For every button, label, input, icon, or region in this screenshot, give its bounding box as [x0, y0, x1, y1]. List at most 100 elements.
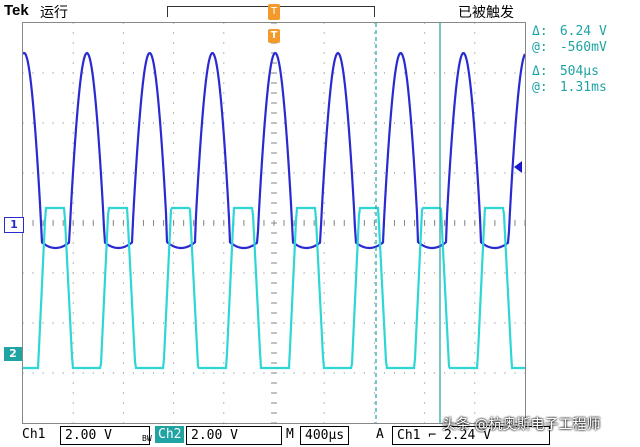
grid-dot: [62, 372, 64, 374]
timebase-value[interactable]: 400µs: [300, 426, 350, 445]
grid-dot: [233, 172, 235, 174]
grid-dot: [223, 362, 225, 364]
grid-dot: [223, 42, 225, 44]
grid-dot: [72, 32, 74, 34]
trigger-level-marker: [514, 161, 522, 173]
grid-dot: [32, 372, 34, 374]
grid-dot: [23, 72, 24, 74]
grid-dot: [373, 362, 375, 364]
grid-dot: [122, 23, 124, 24]
grid-dot: [293, 172, 295, 174]
grid-dot: [474, 252, 476, 254]
grid-dot: [323, 23, 325, 24]
grid-dot: [102, 72, 104, 74]
ch1-scale[interactable]: 2.00 V: [60, 426, 150, 445]
grid-dot: [243, 322, 245, 324]
grid-dot: [323, 282, 325, 284]
ch2-label[interactable]: Ch2: [155, 426, 185, 443]
grid-dot: [72, 342, 74, 344]
grid-dot: [373, 352, 375, 354]
grid-dot: [92, 322, 94, 324]
grid-dot: [403, 372, 406, 374]
grid-dot: [323, 312, 325, 314]
grid-dot: [72, 302, 74, 304]
grid-dot: [122, 192, 124, 194]
trigger-level: 2.24 V: [443, 428, 491, 443]
grid-dot: [524, 372, 525, 374]
trigger-point-marker: T: [268, 29, 280, 43]
grid-dot: [343, 372, 345, 374]
grid-dot: [223, 382, 225, 384]
grid-dot: [223, 23, 225, 24]
grid-dot: [424, 92, 426, 94]
grid-dot: [323, 32, 325, 34]
grid-dot: [223, 302, 225, 304]
grid-dot: [524, 72, 525, 74]
grid-dot: [474, 262, 476, 264]
ch1-label[interactable]: Ch1: [22, 427, 46, 442]
grid-dot: [243, 172, 245, 174]
grid-dot: [474, 372, 476, 374]
grid-dot: [323, 232, 325, 234]
run-state: 运行: [40, 5, 68, 21]
grid-dot: [474, 412, 476, 414]
grid-dot: [173, 112, 175, 114]
grid-dot: [193, 172, 195, 174]
grid-dot: [173, 322, 175, 324]
grid-dot: [373, 162, 375, 164]
grid-dot: [474, 322, 476, 324]
grid-dot: [173, 82, 175, 84]
grid-dot: [32, 122, 34, 124]
grid-dot: [494, 122, 496, 124]
grid-dot: [494, 322, 496, 324]
grid-dot: [122, 402, 124, 404]
grid-dot: [363, 322, 365, 324]
grid-dot: [494, 272, 496, 274]
grid-dot: [474, 332, 476, 334]
grid-dot: [323, 142, 325, 144]
grid-dot: [223, 332, 225, 334]
grid-dot: [353, 372, 355, 374]
delta-icon: Δ:: [532, 24, 548, 39]
grid-dot: [62, 72, 64, 74]
grid-dot: [122, 262, 124, 264]
grid-dot: [23, 322, 24, 324]
grid-dot: [323, 382, 325, 384]
grid-dot: [213, 322, 215, 324]
grid-dot: [363, 172, 365, 174]
grid-dot: [313, 322, 315, 324]
grid-dot: [23, 272, 24, 274]
grid-dot: [373, 102, 375, 104]
grid-dot: [72, 102, 74, 104]
grid-dot: [373, 23, 375, 24]
grid-dot: [183, 122, 185, 124]
grid-dot: [223, 392, 225, 394]
grid-dot: [223, 252, 225, 254]
grid-dot: [233, 72, 235, 74]
meas-row-1: Δ: 6.24 V: [532, 24, 607, 39]
grid-dot: [373, 122, 375, 124]
grid-dot: [504, 172, 506, 174]
grid-dot: [373, 312, 375, 314]
grid-dot: [203, 272, 205, 274]
grid-dot: [403, 72, 406, 74]
grid-dot: [464, 122, 466, 124]
grid-dot: [313, 72, 315, 74]
grid-dot: [122, 32, 124, 34]
grid-dot: [373, 52, 375, 54]
grid-dot: [162, 122, 165, 124]
grid-dot: [263, 272, 265, 274]
grid-dot: [474, 312, 476, 314]
grid-dot: [223, 52, 225, 54]
grid-dot: [132, 372, 135, 374]
grid-dot: [333, 72, 335, 74]
grid-dot: [72, 332, 74, 334]
ch2-scale[interactable]: 2.00 V: [186, 426, 282, 445]
status-bar: Tek 运行 T 已被触发: [0, 0, 640, 22]
grid-dot: [373, 402, 375, 404]
grid-dot: [122, 372, 124, 374]
grid-dot: [223, 292, 225, 294]
grid-dot: [72, 282, 74, 284]
grid-dot: [62, 122, 64, 124]
grid-dot: [253, 172, 255, 174]
